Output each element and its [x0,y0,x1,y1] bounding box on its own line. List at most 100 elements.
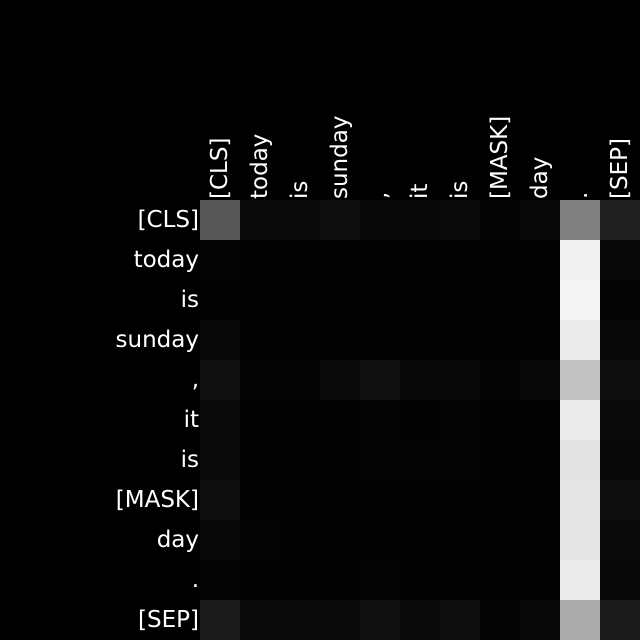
heatmap-cell [360,200,400,240]
heatmap-cell [200,560,240,600]
heatmap-cell [200,320,240,360]
heatmap-cell [520,560,560,600]
heatmap-cell [520,200,560,240]
heatmap-cell [400,360,440,400]
heatmap-cell [400,240,440,280]
column-tick-label: day [527,157,553,199]
heatmap-cell [360,400,400,440]
heatmap-cell [600,600,640,640]
heatmap-cell [240,320,280,360]
heatmap-cell [200,280,240,320]
heatmap-cell [400,600,440,640]
heatmap-cell [520,600,560,640]
heatmap-cell [360,240,400,280]
heatmap-cell [440,360,480,400]
heatmap-cell [280,320,320,360]
heatmap-cell [400,320,440,360]
heatmap-cell [520,320,560,360]
row-tick-label: it [184,407,199,433]
column-tick-label: . [567,192,593,199]
heatmap-cell [440,280,480,320]
heatmap-cell [440,400,480,440]
heatmap-cell [600,240,640,280]
heatmap-cell [200,240,240,280]
heatmap-cell [360,480,400,520]
heatmap-cell [560,200,600,240]
heatmap-cell [360,560,400,600]
heatmap-cell [240,240,280,280]
heatmap-cell [440,320,480,360]
heatmap-cell [280,200,320,240]
heatmap-cell [480,600,520,640]
row-tick-label: [SEP] [138,607,199,633]
heatmap-cell [600,200,640,240]
heatmap-cell [360,320,400,360]
heatmap-cell [240,400,280,440]
heatmap-cell [240,200,280,240]
heatmap-cell [600,400,640,440]
heatmap-cell [360,360,400,400]
heatmap-cell [200,440,240,480]
heatmap-cell [280,520,320,560]
heatmap-cell [200,520,240,560]
heatmap-cell [520,400,560,440]
column-tick-label: [CLS] [207,138,233,199]
heatmap-cell [280,240,320,280]
heatmap-cell [240,440,280,480]
heatmap-cell [520,360,560,400]
heatmap-cell [600,560,640,600]
heatmap-cell [600,280,640,320]
heatmap-cell [520,480,560,520]
heatmap-cell [280,280,320,320]
heatmap-cell [480,360,520,400]
heatmap-cell [240,480,280,520]
heatmap-cell [520,280,560,320]
row-tick-label: day [157,527,199,553]
heatmap-cell [560,480,600,520]
heatmap-cell [320,440,360,480]
heatmap-cell [240,600,280,640]
heatmap-cell [440,600,480,640]
heatmap-cell [400,560,440,600]
heatmap-cell [480,240,520,280]
column-tick-label: is [447,181,473,199]
row-tick-label: is [181,287,199,313]
heatmap-cell [320,400,360,440]
row-tick-label: sunday [116,327,199,353]
row-tick-labels: [CLS] today is sunday, it is [MASK] day. [SEP] [116,207,199,633]
heatmap-cell [320,200,360,240]
heatmap-cell [600,320,640,360]
heatmap-cell [240,560,280,600]
column-tick-label: , [367,192,393,199]
heatmap-cell [200,360,240,400]
column-tick-label: it [407,184,433,199]
heatmap-cell [240,520,280,560]
row-tick-label: . [192,567,199,593]
heatmap-cell [560,560,600,600]
heatmap-cell [480,400,520,440]
heatmap-cell [480,440,520,480]
column-tick-label: [MASK] [487,116,513,199]
heatmap-cell [560,240,600,280]
heatmap-cell [560,360,600,400]
heatmap-cell [520,520,560,560]
heatmap-cell [200,200,240,240]
heatmap-cell [440,480,480,520]
heatmap-cell [480,280,520,320]
row-tick-label: [CLS] [138,207,199,233]
heatmap-cell [360,440,400,480]
heatmap-cell [440,440,480,480]
row-tick-label: , [192,367,199,393]
heatmap-cell [400,520,440,560]
heatmap-cell [240,360,280,400]
heatmap-cell [400,400,440,440]
heatmap-cell [400,200,440,240]
heatmap-cell [600,480,640,520]
heatmap-cell [240,280,280,320]
heatmap-cell [480,320,520,360]
heatmap-cell [280,480,320,520]
heatmap-cell [280,600,320,640]
heatmap-cell [400,480,440,520]
heatmap-cell [200,600,240,640]
